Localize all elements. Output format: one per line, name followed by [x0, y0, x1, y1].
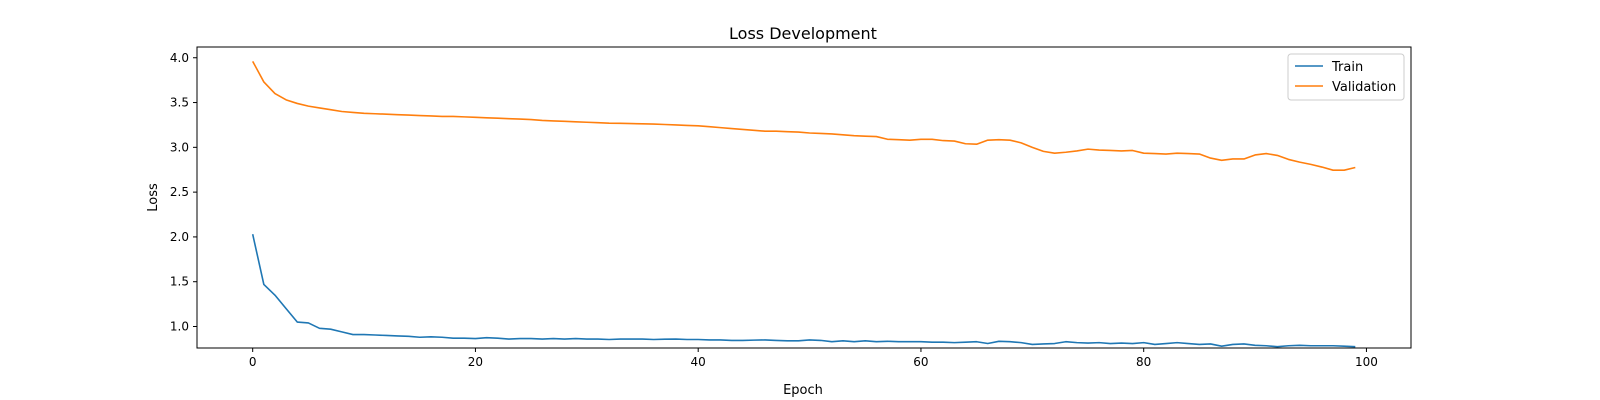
y-tick-label: 1.0	[170, 320, 189, 334]
x-tick-label: 80	[1136, 355, 1151, 369]
x-tick-label: 40	[691, 355, 706, 369]
chart-title: Loss Development	[729, 24, 877, 43]
plot-area: 0 20 40 60 80 100 1.0 1.5 2.0 2.5 3.0 3.5 4.0	[170, 46, 1412, 369]
x-tick-label: 20	[468, 355, 483, 369]
legend-label-validation: Validation	[1332, 80, 1396, 95]
legend: Train Validation	[1287, 53, 1405, 101]
y-tick-label: 2.5	[170, 185, 189, 199]
series-line-train	[251, 234, 1356, 348]
axes-frame	[196, 46, 1412, 349]
series-line-validation	[251, 60, 1356, 171]
y-tick-label: 3.5	[170, 96, 189, 110]
y-tick-label: 3.0	[170, 140, 189, 154]
x-tick-label: 100	[1355, 355, 1378, 369]
y-tick-label: 1.5	[170, 275, 189, 289]
y-axis-label: Loss	[146, 183, 161, 212]
legend-label-train: Train	[1331, 60, 1363, 75]
y-tick-label: 2.0	[170, 230, 189, 244]
x-tick-label: 60	[913, 355, 928, 369]
y-tick-label: 4.0	[170, 51, 189, 65]
x-tick-label: 0	[249, 355, 257, 369]
x-axis-label: Epoch	[783, 383, 823, 398]
